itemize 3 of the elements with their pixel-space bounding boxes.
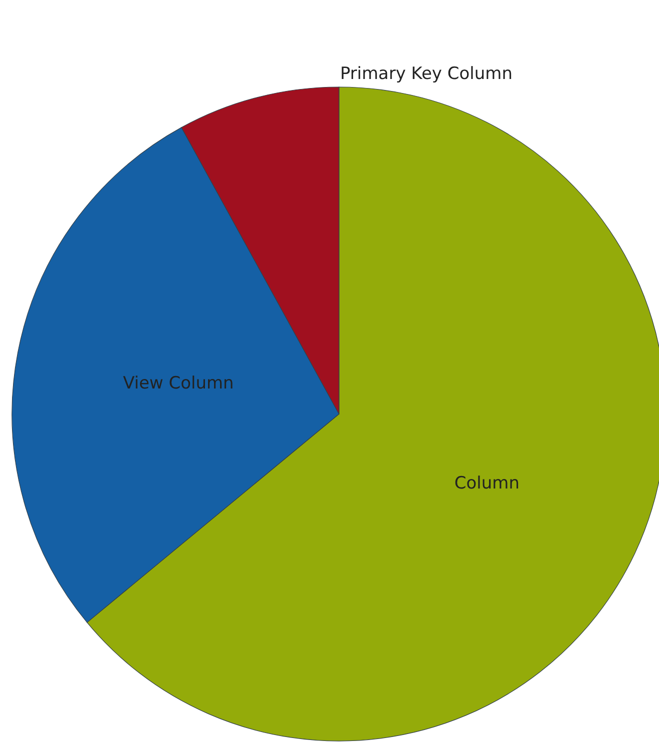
slice-label: Primary Key Column <box>340 64 513 84</box>
slice-label: Column <box>454 474 520 494</box>
slice-label: View Column <box>122 373 234 394</box>
